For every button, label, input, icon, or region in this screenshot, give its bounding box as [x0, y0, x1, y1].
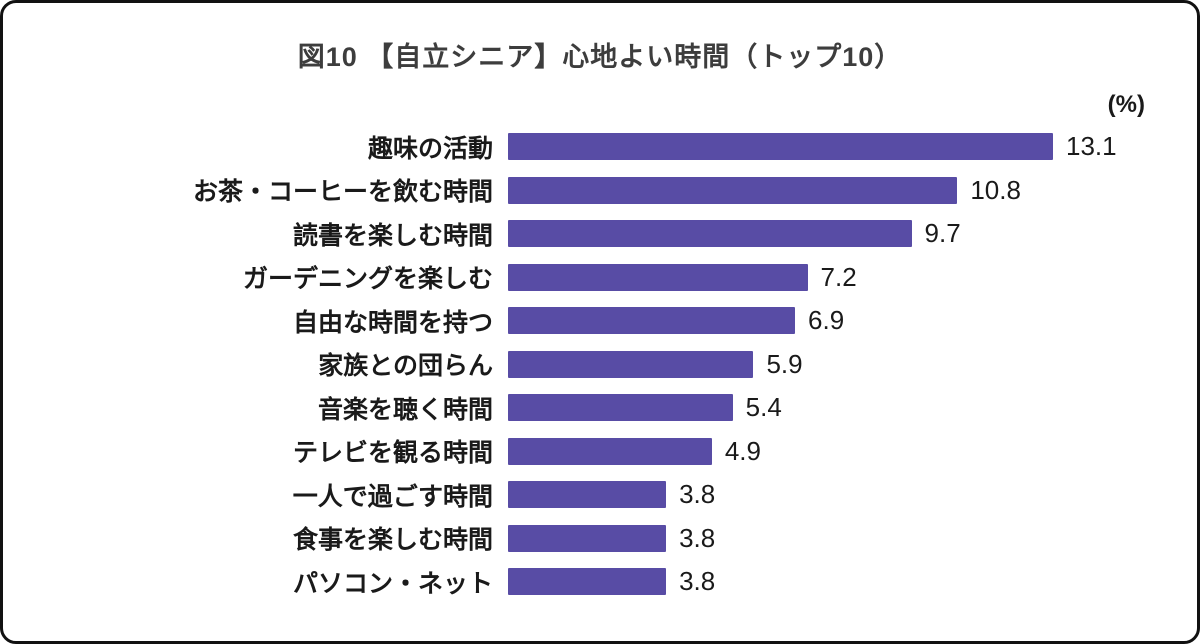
category-label: 自由な時間を持つ: [292, 308, 493, 337]
chart-row: 音楽を聴く時間 5.4: [23, 386, 1177, 430]
chart-title: 図10 【自立シニア】心地よい時間（トップ10）: [297, 42, 903, 72]
chart-row: 趣味の活動 13.1: [23, 125, 1177, 169]
category-label: 趣味の活動: [367, 134, 493, 163]
value-label: 3.8: [679, 566, 716, 597]
unit-label: (%): [1107, 91, 1145, 118]
category-label: テレビを観る時間: [292, 439, 493, 468]
chart-row: 一人で過ごす時間 3.8: [23, 473, 1177, 517]
bar: [508, 176, 958, 204]
bar-chart: 趣味の活動 13.1 お茶・コーヒーを飲む時間 10.8 読書を楽しむ時間 9.7 ガーデニ…: [23, 125, 1177, 604]
value-label: 5.4: [745, 392, 782, 423]
category-label: 一人で過ごす時間: [292, 482, 493, 511]
chart-row: テレビを観る時間 4.9: [23, 430, 1177, 474]
value-label: 3.8: [679, 479, 716, 510]
chart-row: 自由な時間を持つ 6.9: [23, 299, 1177, 343]
bar: [508, 481, 667, 509]
category-label: 読書を楽しむ時間: [292, 221, 493, 250]
category-label: ガーデニングを楽しむ: [242, 265, 493, 294]
value-label: 4.9: [724, 435, 761, 466]
bar: [508, 133, 1053, 161]
category-label: お茶・コーヒーを飲む時間: [192, 178, 493, 207]
bar: [508, 307, 796, 335]
bar: [508, 263, 808, 291]
chart-row: 食事を楽しむ時間 3.8: [23, 517, 1177, 561]
bar: [508, 350, 754, 378]
chart-row: お茶・コーヒーを飲む時間 10.8: [23, 169, 1177, 213]
chart-row: パソコン・ネット 3.8: [23, 560, 1177, 604]
value-label: 7.2: [820, 261, 857, 292]
value-label: 9.7: [924, 218, 961, 249]
category-label: 食事を楽しむ時間: [292, 526, 493, 555]
bar: [508, 437, 712, 465]
category-label: 音楽を聴く時間: [317, 395, 493, 424]
category-label: 家族との団らん: [318, 352, 493, 381]
value-label: 13.1: [1066, 131, 1117, 162]
bar: [508, 524, 667, 552]
chart-row: 家族との団らん 5.9: [23, 343, 1177, 387]
value-label: 5.9: [766, 348, 803, 379]
value-label: 3.8: [679, 522, 716, 553]
chart-row: 読書を楽しむ時間 9.7: [23, 212, 1177, 256]
bar: [508, 220, 912, 248]
chart-row: ガーデニングを楽しむ 7.2: [23, 256, 1177, 300]
category-label: パソコン・ネット: [292, 569, 493, 598]
bar: [508, 568, 667, 596]
bar: [508, 394, 733, 422]
value-label: 6.9: [808, 305, 845, 336]
value-label: 10.8: [970, 174, 1021, 205]
